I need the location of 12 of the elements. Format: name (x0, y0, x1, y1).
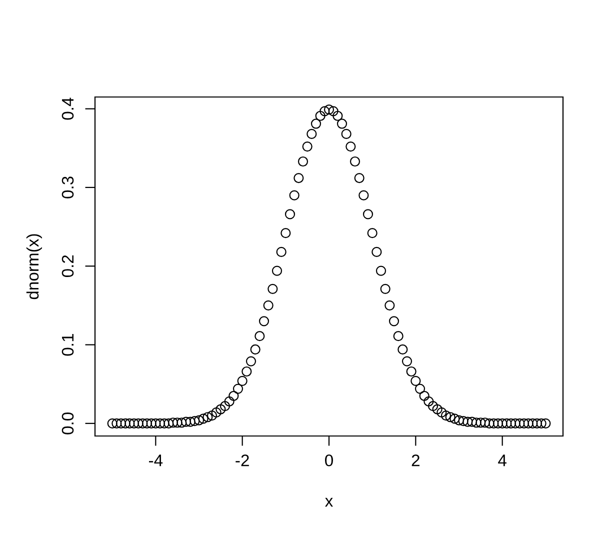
x-tick-label: -4 (148, 454, 163, 466)
y-tick-label: 0.3 (62, 176, 74, 198)
x-tick-label: 2 (412, 454, 420, 466)
y-tick-label: 0.1 (62, 334, 74, 356)
x-tick-label: 0 (325, 454, 333, 466)
y-axis-title: dnorm(x) (26, 234, 42, 300)
x-axis-title: x (325, 498, 333, 507)
y-tick-label: 0.0 (62, 412, 74, 434)
y-tick-label: 0.4 (62, 98, 74, 120)
y-tick-label: 0.2 (62, 255, 74, 278)
x-tick-label: -2 (236, 454, 249, 466)
x-tick-label: 4 (498, 454, 506, 466)
